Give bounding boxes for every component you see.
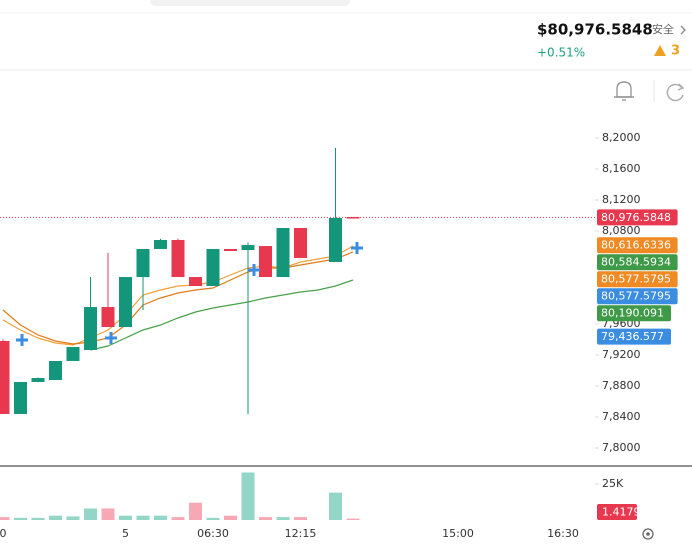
price-tag-bg (597, 254, 678, 271)
price-tag: 79,436.577 (601, 330, 664, 343)
settings-icon[interactable] (642, 528, 654, 540)
candle-body (101, 307, 115, 328)
volume-tag: 1.4179 (602, 506, 641, 519)
bell-icon[interactable] (614, 81, 634, 101)
x-tick-label: 16:30 (547, 527, 579, 540)
candle-body (66, 347, 80, 361)
current-price: $80,976.5848 (537, 21, 653, 39)
price-tag-bg (597, 328, 671, 345)
volume-tag-bg (597, 504, 637, 520)
y-tick-label: 7,8800 (602, 379, 641, 392)
signal-markers (16, 242, 363, 346)
volume-bar (189, 502, 202, 520)
x-tick-label: 15:00 (442, 527, 474, 540)
y-tick-label: 8,2000 (602, 131, 641, 144)
volume-tick-label: 25K (602, 477, 624, 490)
price-tag-bg (597, 305, 671, 322)
volume-bar (259, 517, 272, 520)
volume-bar (49, 515, 62, 520)
ma-line (2, 245, 354, 346)
volume-bar (84, 508, 97, 520)
volume-bar (66, 516, 80, 520)
volume-bar (294, 517, 307, 520)
candle-body (241, 245, 255, 250)
volume-bar (329, 492, 342, 520)
price-tag: 80,976.5848 (601, 211, 671, 224)
y-tick-label: 8,0800 (602, 224, 641, 237)
price-tag-bg (597, 209, 678, 226)
volume-bar (136, 515, 150, 520)
candle-body (0, 340, 10, 414)
volume-bar (0, 517, 10, 520)
x-tick-label: 06:30 (197, 527, 229, 540)
x-tick-label: 5 (122, 527, 129, 540)
price-tag: 80,190.091 (601, 307, 664, 320)
price-tag-bg (597, 288, 678, 305)
y-tick-label: 7,8000 (602, 441, 641, 454)
candle-body (294, 227, 307, 258)
candle-body (31, 378, 45, 382)
candle-body (84, 307, 97, 350)
refresh-icon[interactable] (666, 83, 685, 102)
candle-body (49, 360, 62, 381)
x-tick-label: 0 (0, 527, 7, 540)
price-tag: 80,584.5934 (601, 256, 671, 269)
y-tick-label: 8,1200 (602, 193, 641, 206)
y-tick-label: 8,1600 (602, 162, 641, 175)
price-change: +0.51% (537, 46, 585, 60)
settings-icon-dot (646, 532, 650, 536)
volume-bar (276, 517, 290, 520)
price-tag-bg (597, 237, 678, 254)
volume-bar (101, 508, 115, 520)
candle-body (206, 248, 220, 287)
candle-body (14, 381, 27, 414)
warning-count[interactable]: 3 (671, 44, 680, 59)
ma-line (2, 251, 354, 345)
ma-line (90, 279, 354, 351)
volume-bar (14, 517, 27, 520)
safety-label[interactable]: 安全 (652, 22, 674, 36)
volume-bar (154, 515, 167, 520)
volume-bar (31, 517, 45, 520)
x-tick-label: 12:15 (285, 527, 317, 540)
price-tag: 80,577.5795 (601, 273, 671, 286)
candle-body (171, 239, 185, 278)
candle-body (136, 248, 150, 278)
candle-body (224, 248, 237, 251)
volume-bar (119, 515, 132, 520)
candle-body (119, 277, 132, 328)
candle-body (329, 217, 342, 262)
chevron (680, 25, 686, 35)
price-tag: 80,577.5795 (601, 290, 671, 303)
candle-body (346, 217, 360, 219)
candle-body (189, 277, 202, 287)
volume-bar (171, 517, 185, 520)
candle-body (154, 239, 167, 249)
volume-bar (206, 517, 220, 520)
price-tag: 80,616.6336 (601, 239, 671, 252)
candle-body (276, 227, 290, 278)
candle-body (259, 246, 272, 278)
volume-bar (241, 472, 255, 520)
volume-bar (346, 518, 360, 520)
top-tab (150, 0, 350, 6)
warning-icon (654, 45, 666, 56)
y-tick-label: 7,9200 (602, 348, 641, 361)
volume-bar (224, 515, 237, 520)
y-tick-label: 7,8400 (602, 410, 641, 423)
price-tag-bg (597, 271, 678, 288)
